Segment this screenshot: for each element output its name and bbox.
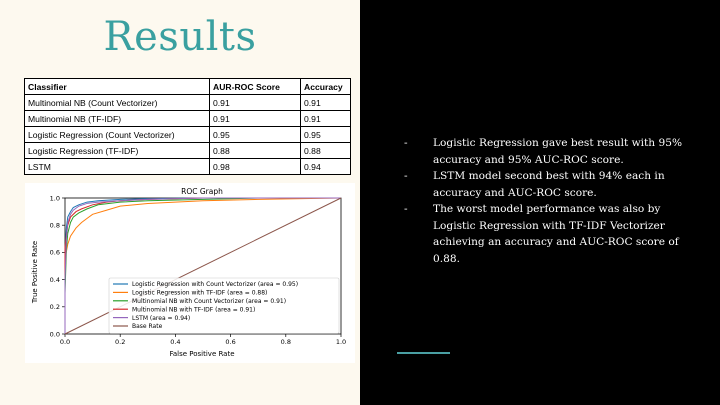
x-tick-label: 1.0 [336,338,346,346]
table-row: Logistic Regression (TF-IDF) 0.88 0.88 [24,142,351,159]
bullet-dash: - [404,203,408,215]
cell-auc-roc: 0.91 [209,110,301,127]
cell-accuracy: 0.95 [300,126,351,143]
y-tick-label: 0.2 [50,303,60,311]
x-axis-label: False Positive Rate [169,350,234,358]
header-classifier: Classifier [24,78,210,95]
legend-label: LSTM (area = 0.94) [132,315,190,322]
y-axis-label: True Positive Rate [31,241,39,304]
cell-accuracy: 0.91 [300,110,351,127]
list-item: - Logistic Regression gave best result w… [404,135,686,168]
cell-classifier: Multinomial NB (TF-IDF) [24,110,210,127]
roc-chart-container: ROC Graph 0.0 0.2 0.4 0.6 0.8 1.0 0.0 0.2 0.4 0.6… [25,183,355,363]
x-tick-label: 0.0 [60,338,70,346]
series-line-1 [64,197,342,334]
table-header-row: Classifier AUR-ROC Score Accuracy [24,78,351,95]
y-tick-label: 0.4 [50,276,60,284]
y-tick-label: 0.8 [50,222,60,230]
cell-accuracy: 0.91 [300,94,351,111]
series-line-2 [64,197,341,334]
x-tick-label: 0.6 [225,338,235,346]
right-pane [360,0,720,405]
cell-accuracy: 0.88 [300,142,351,159]
bullet-text: LSTM model second best with 94% each in … [433,170,665,199]
bullet-text: The worst model performance was also by … [433,203,679,265]
y-tick-label: 1.0 [50,194,60,202]
table-row: Logistic Regression (Count Vectorizer) 0… [24,126,351,143]
y-tick-label: 0.0 [50,330,60,338]
roc-chart: ROC Graph 0.0 0.2 0.4 0.6 0.8 1.0 0.0 0.2 0.4 0.6… [31,187,347,358]
bullet-dash: - [404,170,408,182]
cell-auc-roc: 0.98 [209,158,301,175]
cell-classifier: Logistic Regression (Count Vectorizer) [24,126,210,143]
cell-accuracy: 0.94 [300,158,351,175]
legend-label: Base Rate [132,323,163,330]
list-item: - LSTM model second best with 94% each i… [404,168,686,201]
findings-list: - Logistic Regression gave best result w… [404,135,686,267]
header-auc-roc: AUR-ROC Score [209,78,301,95]
cell-classifier: Multinomial NB (Count Vectorizer) [24,94,210,111]
table-row: Multinomial NB (Count Vectorizer) 0.91 0… [24,94,351,111]
bullet-dash: - [404,137,408,149]
legend-box [108,277,340,334]
chart-title: ROC Graph [181,187,223,196]
legend-label: Logistic Regression with Count Vectorize… [132,281,298,288]
table-row: LSTM 0.98 0.94 [24,158,351,175]
plot-area: 0.0 0.2 0.4 0.6 0.8 1.0 0.0 0.2 0.4 0.6 0.8 1.0 Logi… [50,194,347,346]
x-tick-label: 0.8 [281,338,291,346]
y-tick-label: 0.6 [50,249,60,257]
header-accuracy: Accuracy [300,78,351,95]
list-item: - The worst model performance was also b… [404,201,686,267]
cell-classifier: Logistic Regression (TF-IDF) [24,142,210,159]
accent-divider [397,352,450,354]
cell-auc-roc: 0.95 [209,126,301,143]
legend-label: Multinomial NB with TF-IDF (area = 0.91) [132,306,255,313]
cell-classifier: LSTM [24,158,210,175]
slide-title: Results [103,14,257,60]
bullet-text: Logistic Regression gave best result wit… [433,137,683,166]
cell-auc-roc: 0.91 [209,94,301,111]
cell-auc-roc: 0.88 [209,142,301,159]
x-tick-label: 0.2 [115,338,125,346]
left-pane: Results Classifier AUR-ROC Score Accurac… [0,0,360,405]
legend-label: Multinomial NB with Count Vectorizer (ar… [132,298,286,305]
results-table: Classifier AUR-ROC Score Accuracy Multin… [24,78,351,175]
legend-label: Logistic Regression with TF-IDF (area = … [132,290,267,297]
table-row: Multinomial NB (TF-IDF) 0.91 0.91 [24,110,351,127]
x-tick-label: 0.4 [170,338,180,346]
series-line-4 [64,197,341,334]
